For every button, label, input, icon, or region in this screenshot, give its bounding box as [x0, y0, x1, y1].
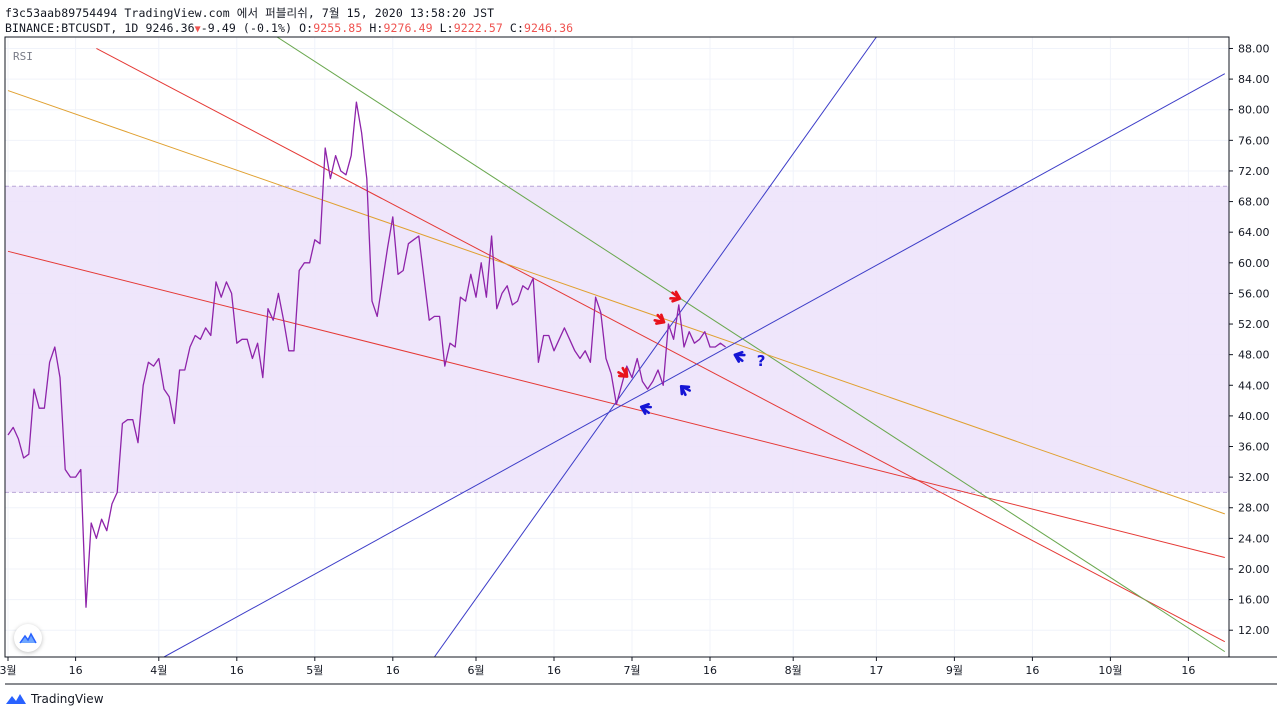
y-tick-label: 44.00 [1238, 379, 1270, 392]
rsi-series-line [7, 101, 726, 608]
arrow-marker [617, 366, 629, 378]
y-tick-label: 52.00 [1238, 318, 1270, 331]
tradingview-float-button[interactable] [14, 624, 42, 652]
down-triangle-icon: ▼ [194, 24, 201, 35]
question-mark-marker: ? [757, 352, 766, 370]
close-value: 9246.36 [523, 21, 574, 35]
y-tick-label: 24.00 [1238, 532, 1270, 545]
x-axis[interactable]: 3월 16 4월 16 5월 16 6월 16 7월 16 8월 17 9월 16 10월 16 [0, 656, 1277, 685]
trend-line[interactable] [163, 73, 1226, 657]
arrow-marker [679, 384, 691, 397]
x-tick-label: 9월 [946, 664, 963, 677]
tradingview-logo-icon [6, 694, 26, 704]
annotation-markers: ? [617, 290, 766, 415]
open-label: O: [299, 21, 314, 35]
trend-line[interactable] [7, 90, 1225, 515]
low-label: L: [439, 21, 454, 35]
y-tick-label: 56.00 [1238, 287, 1270, 300]
x-tick-label: 6월 [467, 664, 484, 677]
arrow-marker [733, 350, 746, 363]
x-tick-label: 10월 [1098, 664, 1122, 677]
close-label: C: [509, 21, 524, 35]
open-value: 9255.85 [313, 21, 363, 35]
high-value: 9276.49 [383, 21, 433, 35]
x-tick-label: 4월 [150, 664, 167, 677]
y-tick-label: 40.00 [1238, 410, 1270, 423]
y-tick-label: 64.00 [1238, 226, 1270, 239]
y-tick-label: 28.00 [1238, 502, 1270, 515]
y-tick-label: 68.00 [1238, 196, 1270, 209]
y-tick-label: 16.00 [1238, 594, 1270, 607]
x-tick-label: 5월 [306, 664, 323, 677]
y-tick-label: 60.00 [1238, 257, 1270, 270]
y-tick-label: 80.00 [1238, 104, 1270, 117]
symbol-ohlc-line: BINANCE:BTCUSDT, 1D 9246.36▼-9.49 (-0.1%… [5, 21, 573, 35]
x-tick-label: 3월 [0, 664, 17, 677]
x-tick-label: 16 [386, 664, 400, 677]
y-tick-label: 72.00 [1238, 165, 1270, 178]
y-tick-label: 36.00 [1238, 441, 1270, 454]
x-tick-label: 16 [547, 664, 561, 677]
footer-brand[interactable]: TradingView [5, 692, 104, 706]
y-tick-label: 20.00 [1238, 563, 1270, 576]
y-tick-label: 48.00 [1238, 349, 1270, 362]
trend-line[interactable] [96, 48, 1226, 643]
y-tick-label: 76.00 [1238, 134, 1270, 147]
trend-line[interactable] [433, 37, 877, 657]
y-tick-label: 84.00 [1238, 73, 1270, 86]
arrow-marker [653, 313, 666, 325]
y-tick-label: 12.00 [1238, 624, 1270, 637]
arrow-marker [669, 290, 682, 303]
tradingview-cloud-icon [19, 632, 37, 644]
last-price: 9246.36 [145, 21, 195, 35]
x-tick-label: 16 [69, 664, 83, 677]
x-tick-label: 8월 [785, 664, 802, 677]
y-tick-label: 88.00 [1238, 42, 1270, 55]
trend-line[interactable] [200, 0, 1226, 653]
y-axis[interactable]: 12.00 16.00 20.00 24.00 28.00 32.00 36.00 40.00… [1228, 37, 1270, 657]
footer-brand-text: TradingView [31, 692, 104, 706]
x-tick-label: 16 [1025, 664, 1039, 677]
arrow-marker [639, 402, 653, 415]
y-tick-label: 32.00 [1238, 471, 1270, 484]
publish-info: f3c53aab89754494 TradingView.com 에서 퍼블리쉬… [5, 6, 495, 20]
high-label: H: [369, 21, 384, 35]
rsi-band [5, 186, 1229, 493]
x-tick-label: 16 [230, 664, 244, 677]
x-tick-label: 7월 [623, 664, 640, 677]
indicator-label: RSI [13, 50, 33, 63]
low-value: 9222.57 [453, 21, 503, 35]
x-tick-label: 16 [703, 664, 717, 677]
x-tick-label: 16 [1181, 664, 1195, 677]
price-change: -9.49 (-0.1%) [200, 21, 293, 35]
symbol-name[interactable]: BINANCE:BTCUSDT, 1D [5, 21, 139, 35]
x-tick-label: 17 [869, 664, 883, 677]
